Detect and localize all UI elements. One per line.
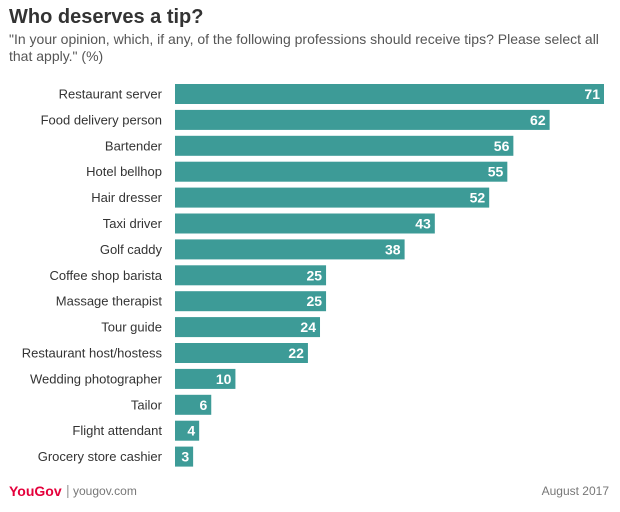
bar-value-label: 52 <box>470 190 486 206</box>
bar <box>175 291 327 312</box>
bar-value-label: 43 <box>415 216 431 232</box>
chart-title: Who deserves a tip? <box>9 6 204 28</box>
category-label: Tour guide <box>101 320 162 335</box>
category-label: Restaurant host/hostess <box>22 346 163 361</box>
bar <box>175 84 604 104</box>
bar-value-label: 10 <box>216 371 232 387</box>
bar <box>175 135 514 156</box>
bar-value-label: 3 <box>181 449 189 465</box>
category-label: Food delivery person <box>41 112 162 127</box>
category-label: Taxi driver <box>103 216 163 231</box>
bar <box>175 446 194 467</box>
bar <box>175 109 550 130</box>
footer-separator: | <box>66 482 70 498</box>
bar-value-label: 4 <box>187 423 195 439</box>
bar-value-label: 6 <box>199 397 207 413</box>
bar-value-label: 25 <box>306 293 322 309</box>
category-label: Grocery store cashier <box>38 449 163 464</box>
bar <box>175 213 435 234</box>
bar-value-label: 55 <box>488 164 504 180</box>
bar <box>175 394 212 415</box>
yougov-logo: YouGov <box>9 483 62 499</box>
bar-value-label: 38 <box>385 241 401 257</box>
bar-value-label: 22 <box>288 345 304 361</box>
category-label: Wedding photographer <box>30 371 163 386</box>
bar <box>175 265 327 286</box>
bar-value-label: 56 <box>494 138 510 154</box>
bar <box>175 317 321 338</box>
bar <box>175 420 200 441</box>
category-label: Restaurant server <box>59 87 163 102</box>
footer-date: August 2017 <box>541 484 609 498</box>
bar <box>175 343 308 363</box>
bar-value-label: 62 <box>530 112 546 128</box>
chart-subtitle: "In your opinion, which, if any, of the … <box>9 31 599 64</box>
bar-value-label: 24 <box>300 319 316 335</box>
category-label: Flight attendant <box>72 423 162 438</box>
footer-site-link[interactable]: yougov.com <box>73 484 137 498</box>
category-label: Hotel bellhop <box>86 164 162 179</box>
category-label: Bartender <box>105 138 163 153</box>
category-label: Massage therapist <box>56 294 163 309</box>
bar-value-label: 25 <box>306 267 322 283</box>
category-label: Hair dresser <box>91 190 162 205</box>
category-label: Tailor <box>131 397 163 412</box>
bar <box>175 161 508 182</box>
category-label: Golf caddy <box>100 242 163 257</box>
bar <box>175 239 405 260</box>
bar-value-label: 71 <box>584 86 600 102</box>
bar <box>175 368 236 389</box>
bar <box>175 187 490 208</box>
category-label: Coffee shop barista <box>50 268 163 283</box>
